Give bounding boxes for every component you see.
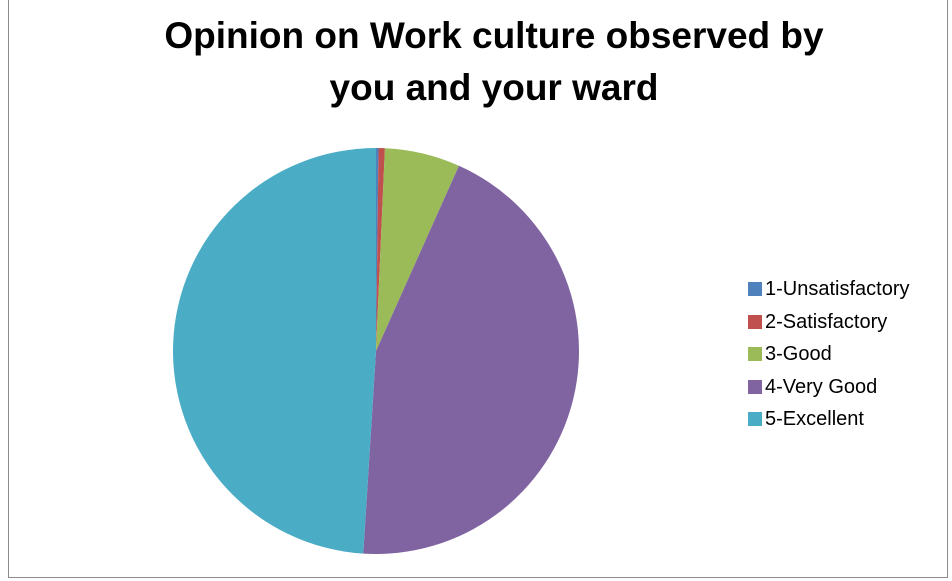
legend-label-unsatisfactory: 1-Unsatisfactory — [765, 278, 910, 300]
legend-label-good: 3-Good — [765, 343, 832, 365]
chart-title-line-1: Opinion on Work culture observed by — [164, 15, 824, 56]
legend-swatch-good — [748, 347, 762, 361]
legend-label-satisfactory: 2-Satisfactory — [765, 310, 888, 333]
legend-swatch-satisfactory — [748, 314, 762, 329]
legend-swatch-very-good — [748, 379, 762, 394]
pie-slice-very-good — [363, 165, 579, 554]
pie-slice-unsatisfactory — [376, 148, 379, 351]
legend-label-very-good: 4-Very Good — [765, 375, 878, 398]
pie-slice-excellent — [173, 148, 376, 554]
legend-swatch-unsatisfactory — [748, 282, 762, 296]
chart-title-line-2: you and your ward — [329, 67, 659, 108]
pie-slice-good — [376, 148, 459, 351]
pie-slice-satisfactory — [376, 148, 385, 351]
legend-label-excellent: 5-Excellent — [765, 408, 864, 430]
pie-chart — [173, 148, 579, 554]
legend-swatch-excellent — [748, 412, 762, 426]
chart-title: Opinion on Work culture observed by you … — [9, 10, 952, 114]
